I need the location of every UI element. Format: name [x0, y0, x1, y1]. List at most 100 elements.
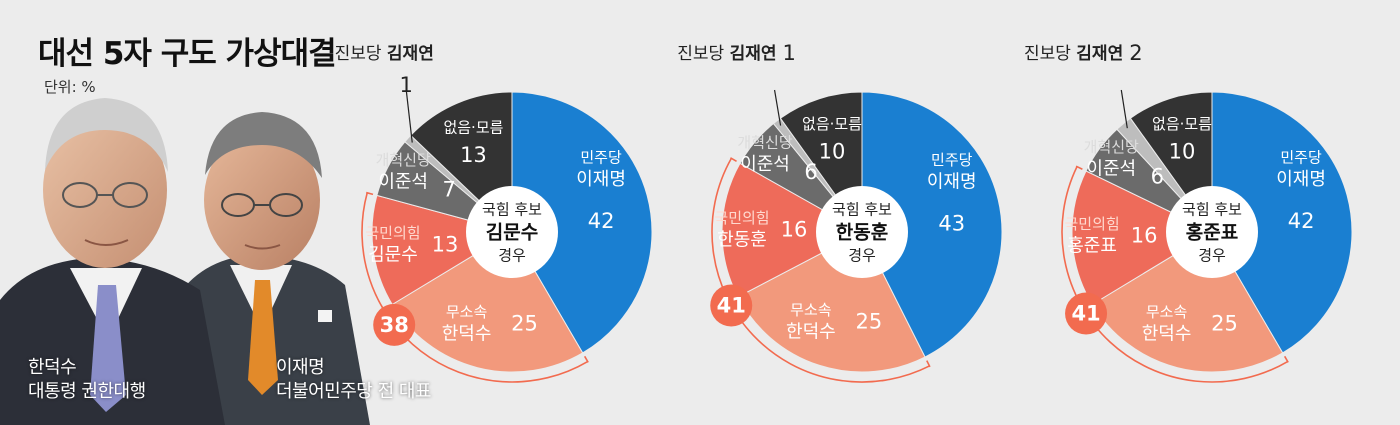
slice-name: 김재연	[1076, 44, 1123, 64]
slice-party: 민주당	[931, 151, 973, 169]
combined-total-badge	[1065, 292, 1108, 335]
pie-slice	[1211, 91, 1353, 354]
slice-name: 김문수	[368, 245, 418, 266]
caption-name: 한덕수	[28, 357, 77, 378]
slice-party: 없음·모름	[1152, 115, 1212, 133]
center-label-line3: 경우	[1198, 247, 1226, 265]
slice-party: 진보당	[335, 44, 387, 64]
slice-value: 16	[1131, 224, 1158, 248]
slice-name: 이준석	[740, 154, 790, 175]
lee-jae-myung-figure	[170, 112, 370, 425]
slice-label-progressive: 진보당 김재연 1	[677, 41, 796, 65]
slice-name: 김재연	[730, 44, 777, 64]
combined-arc-tick	[583, 355, 589, 363]
slice-party: 민주당	[1280, 149, 1322, 167]
combined-total-label: 41	[717, 293, 746, 317]
slice-name: 한덕수	[786, 322, 836, 343]
combined-arc	[711, 157, 930, 383]
slice-name: 이준석	[378, 172, 428, 193]
slice-party: 국민의힘	[1065, 215, 1120, 233]
slice-name: 이재명	[927, 172, 977, 193]
pie-slice	[511, 91, 653, 354]
page-title: 대선 5자 구도 가상대결	[38, 36, 337, 72]
center-label-line1: 국힘 후보	[832, 201, 892, 219]
slice-party: 국민의힘	[365, 224, 420, 242]
han-duck-soo-figure	[0, 98, 225, 425]
slice-value: 7	[442, 178, 455, 202]
center-label-line3: 경우	[498, 247, 526, 265]
combined-arc-tick	[1283, 355, 1289, 363]
slice-party: 진보당	[1024, 44, 1076, 64]
slice-label-none: 없음·모름 10	[1152, 115, 1212, 164]
pie-slice	[861, 91, 1003, 358]
slice-value: 25	[855, 310, 882, 334]
slice-party: 민주당	[580, 149, 622, 167]
center-label-candidate: 홍준표	[1186, 221, 1238, 244]
slice-label-progressive: 진보당 김재연	[335, 44, 434, 64]
combined-total-badge	[710, 284, 753, 327]
slice-value: 1	[400, 73, 413, 97]
slice-name: 이재명	[576, 169, 626, 190]
slice-value: 16	[781, 217, 808, 241]
caption-han-duck-soo: 한덕수 대통령 권한대행	[28, 356, 146, 404]
slice-value: 13	[432, 233, 459, 257]
slice-party: 없음·모름	[443, 118, 503, 136]
slice-party: 개혁신당	[376, 151, 431, 169]
slice-name: 한동훈	[717, 229, 767, 250]
combined-arc-tick	[926, 360, 931, 368]
slice-party: 개혁신당	[1084, 138, 1139, 156]
combined-arc-tick	[1075, 165, 1083, 170]
combined-arc-tick	[366, 191, 374, 196]
caption-role: 대통령 권한대행	[28, 381, 146, 402]
slice-name: 이재명	[1276, 169, 1326, 190]
slice-value: 6	[804, 160, 817, 184]
center-label-candidate: 한동훈	[836, 221, 888, 244]
center-disc	[466, 186, 558, 278]
caption-name: 이재명	[276, 357, 325, 378]
slice-party: 개혁신당	[737, 133, 792, 151]
slice-value: 13	[460, 143, 487, 167]
unit-label: 단위: %	[44, 78, 96, 96]
slice-value: 43	[938, 212, 965, 236]
pie-slice	[1091, 231, 1284, 373]
combined-total-label: 41	[1071, 301, 1100, 325]
caption-lee-jae-myung: 이재명 더불어민주당 전 대표	[276, 356, 431, 404]
center-label-candidate: 김문수	[486, 222, 538, 244]
slice-name: 홍준표	[1067, 236, 1117, 257]
combined-arc-tick	[730, 157, 737, 162]
slice-name: 김재연	[387, 44, 434, 64]
slice-value: 2	[1129, 41, 1142, 65]
slice-value: 25	[1211, 311, 1238, 335]
combined-total-badge	[373, 303, 416, 346]
slice-party: 무소속	[446, 303, 488, 321]
slice-value: 6	[1151, 165, 1164, 189]
slice-label-none: 없음·모름 10	[802, 115, 862, 164]
center-label-line3: 경우	[848, 247, 876, 265]
slice-name: 한덕수	[442, 323, 492, 344]
combined-arc	[361, 192, 589, 383]
slice-party: 진보당	[677, 44, 729, 64]
slice-label-none: 없음·모름 13	[443, 118, 503, 166]
caption-role: 더불어민주당 전 대표	[276, 381, 431, 402]
slice-party: 국민의힘	[714, 209, 769, 227]
slice-value: 42	[588, 209, 615, 233]
center-disc	[1166, 186, 1258, 278]
leader-line	[405, 89, 413, 143]
slice-name: 한덕수	[1142, 323, 1192, 344]
leader-line	[773, 89, 782, 126]
leader-line	[1120, 89, 1128, 129]
